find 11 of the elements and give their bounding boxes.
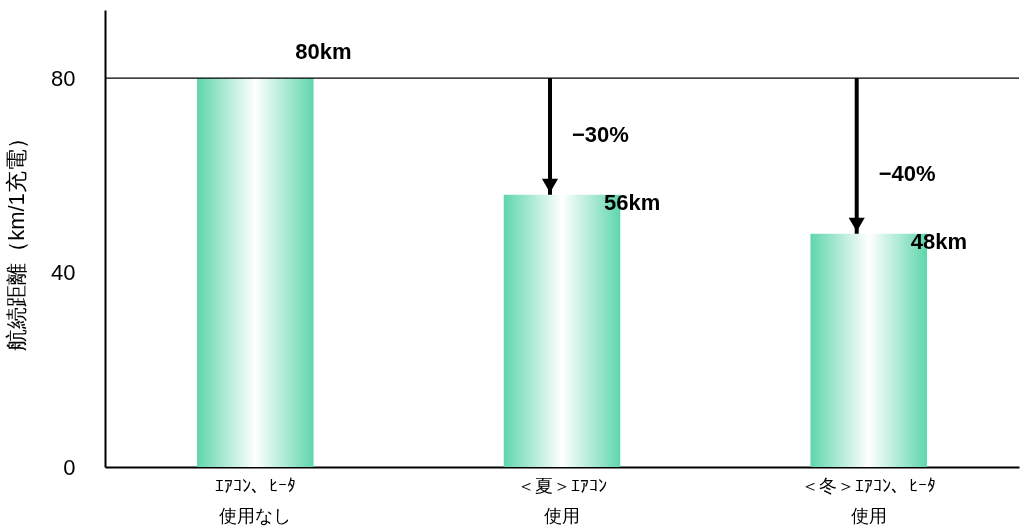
bar [197,78,314,467]
y-axis-title: 航続距離（km/1充電） [4,127,30,351]
y-tick-label: 40 [51,260,76,286]
y-tick-label: 0 [63,454,76,480]
x-tick-label: ＜冬＞ｴｱｺﾝ、ﾋｰﾀ使用 [801,475,937,526]
x-tick-label: ＜夏＞ｴｱｺﾝ使用 [517,475,607,526]
annotation: −40% [878,160,936,186]
x-tick-label: ｴｱｺﾝ、ﾋｰﾀ使用なし [214,475,296,526]
y-tick-label: 80 [51,65,76,91]
annotation: −30% [572,121,629,147]
data-label: 80km [295,39,352,65]
